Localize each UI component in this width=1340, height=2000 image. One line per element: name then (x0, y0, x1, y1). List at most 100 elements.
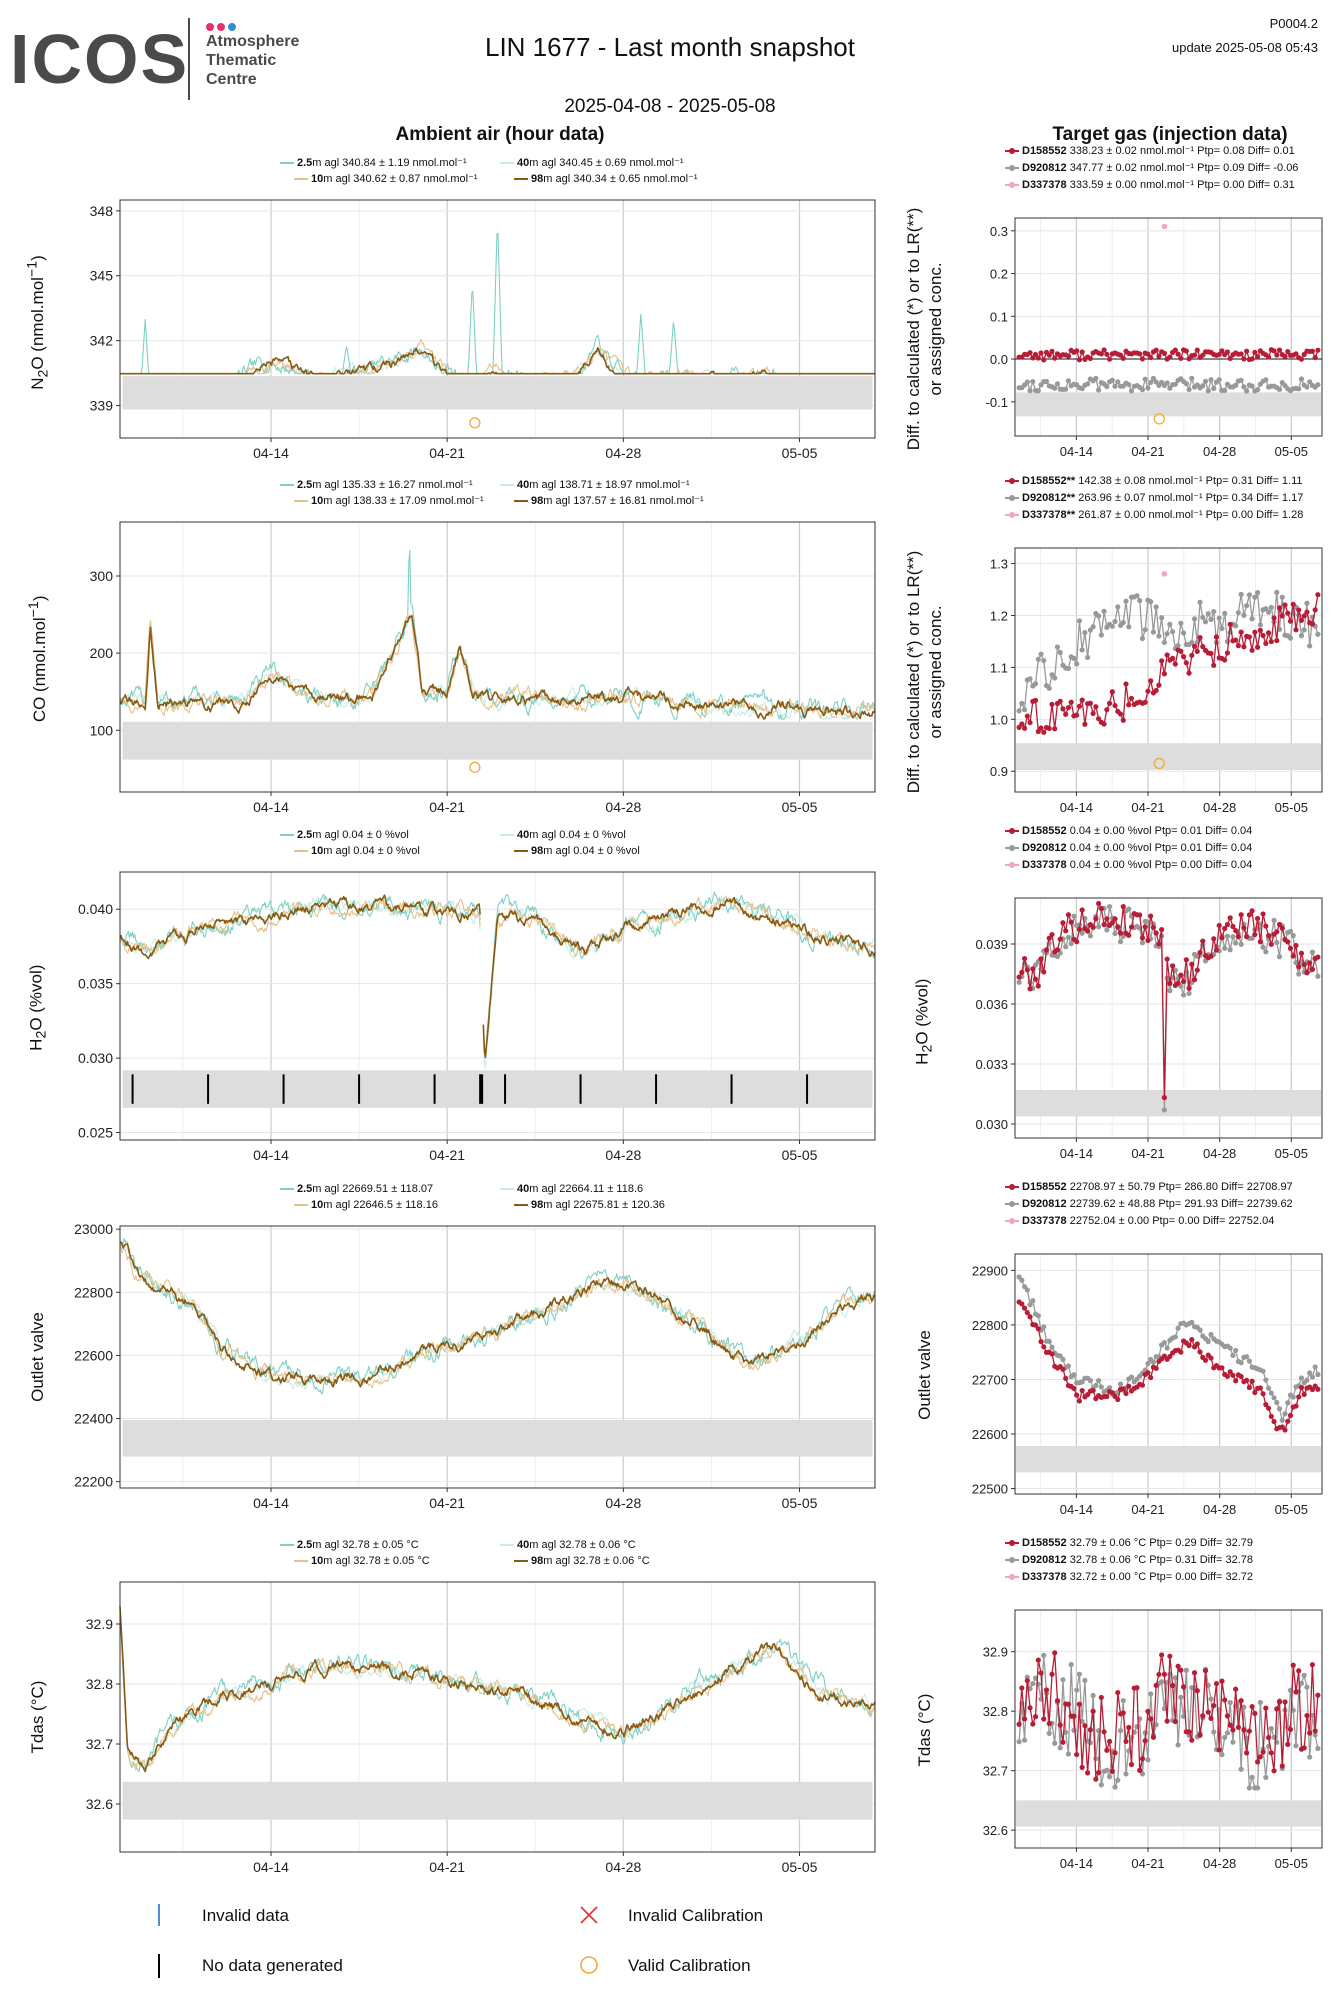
data-point-D158552 (1041, 969, 1047, 975)
target-y-axis-label: H2O (%vol) (911, 872, 938, 1172)
cylinder-id: D920812 (1022, 162, 1067, 174)
data-point-D920812 (1057, 1745, 1063, 1751)
data-point-D158552 (1238, 1373, 1244, 1380)
data-point-D158552 (1233, 928, 1239, 934)
data-point-D920812 (1095, 387, 1102, 393)
data-point-D158552 (1312, 1728, 1318, 1734)
x-tick-label: 04-28 (1203, 1502, 1236, 1517)
data-point-D158552 (1293, 942, 1299, 949)
data-point-D158552 (1178, 1349, 1184, 1355)
data-point-D158552 (1186, 670, 1192, 676)
data-point-D920812 (1112, 618, 1118, 625)
legend-entry-10m: 10m agl 22646.5 ± 118.16 (294, 1198, 438, 1212)
no-data-label: No data generated (202, 1956, 343, 1975)
data-point-D920812 (1238, 1766, 1244, 1772)
data-point-D158552 (1219, 935, 1225, 941)
target-legend-entry: D337378** 261.87 ± 0.00 nmol.mol⁻¹ Ptp= … (1005, 508, 1303, 522)
target-legend-entry: D920812 0.04 ± 0.00 %vol Ptp= 0.01 Diff=… (1005, 841, 1252, 855)
data-point-D158552 (1260, 632, 1266, 639)
data-point-D158552 (1137, 912, 1143, 918)
data-point-D158552 (1219, 1678, 1225, 1684)
data-point-D158552 (1309, 966, 1316, 972)
ambient-y-axis-label: CO (nmol.mol−1) (26, 595, 49, 723)
data-point-D158552 (1074, 712, 1080, 718)
data-point-D158552 (1249, 356, 1255, 362)
legend-stats: m agl 32.78 ± 0.05 °C (312, 1539, 419, 1551)
data-point-D158552 (1027, 1314, 1033, 1320)
legend-stats: m agl 138.33 ± 17.09 nmol.mol⁻¹ (323, 495, 484, 507)
data-point-D158552 (1109, 689, 1115, 695)
legend-swatch (514, 1204, 528, 1207)
cylinder-stats: 0.04 ± 0.00 %vol Ptp= 0.01 Diff= 0.04 (1066, 842, 1253, 854)
data-point-D158552 (1230, 1727, 1236, 1733)
plot-area: 0.025 0.030 0.035 0.040 04-14 04-21 04-28 05-05 (78, 871, 876, 1163)
plot-border (1014, 217, 1323, 437)
data-point-D158552 (1315, 592, 1321, 598)
data-point-D158552 (1287, 1726, 1294, 1733)
data-point-D158552 (1290, 601, 1296, 607)
data-point-D158552 (1298, 1384, 1305, 1391)
data-point-D158552 (1309, 348, 1316, 354)
y-tick-label: 0.1 (990, 309, 1008, 324)
cylinder-stats: 32.78 ± 0.06 °C Ptp= 0.31 Diff= 32.78 (1066, 1554, 1254, 1566)
legend-height: 10 (311, 173, 324, 185)
legend-height: 98 (531, 173, 544, 185)
cylinder-stats: 263.96 ± 0.07 nmol.mol⁻¹ Ptp= 0.34 Diff=… (1075, 492, 1304, 504)
data-point-D158552 (1170, 1682, 1176, 1689)
data-point-D158552 (1120, 1386, 1126, 1392)
data-point-D158552 (1208, 953, 1214, 959)
x-tick-label: 04-21 (429, 1495, 465, 1511)
y-tick-label: 23000 (74, 1221, 113, 1237)
data-point-D158552 (1252, 931, 1258, 938)
plot-border (1014, 547, 1323, 793)
data-point-D158552 (1090, 1388, 1096, 1394)
data-point-D158552 (1227, 1722, 1233, 1728)
cylinder-id: D337378 (1022, 859, 1067, 871)
series-line-2_5m-agl (119, 1606, 876, 1773)
data-point-D158552 (1178, 1667, 1184, 1673)
data-point-D920812 (1117, 1728, 1124, 1734)
data-point-D920812 (1249, 1774, 1255, 1780)
data-point-D158552 (1279, 613, 1285, 619)
data-point-D920812 (1189, 639, 1195, 646)
data-point-D920812 (1268, 604, 1274, 611)
ambient-chart-outlet: 22200 22400 22600 22800 23000 04-14 04-21 04-28… (74, 1221, 876, 1511)
data-point-D158552 (1079, 907, 1085, 913)
data-point-D158552 (1315, 1692, 1321, 1698)
legend-entry-2.5m: 2.5m agl 340.84 ± 1.19 nmol.mol⁻¹ (280, 156, 467, 170)
cylinder-id: D920812** (1022, 492, 1076, 504)
data-point-D158552 (1298, 617, 1305, 623)
y-tick-label: 22800 (972, 1318, 1008, 1333)
data-point-D920812 (1161, 639, 1167, 646)
data-point-D920812 (1172, 1675, 1178, 1681)
legend-entry-2.5m: 2.5m agl 32.78 ± 0.05 °C (280, 1538, 419, 1552)
data-point-D158552 (1186, 985, 1192, 991)
data-point-D920812 (1208, 1331, 1214, 1338)
x-tick-label: 04-21 (1131, 1146, 1164, 1161)
data-point-D158552 (1183, 957, 1189, 963)
data-point-D158552 (1246, 912, 1252, 918)
logo-dot (206, 23, 214, 31)
data-point-D158552 (1046, 352, 1052, 358)
data-point-D920812 (1307, 1370, 1313, 1376)
data-point-D158552 (1276, 1699, 1283, 1705)
legend-entry-10m: 10m agl 32.78 ± 0.05 °C (294, 1554, 430, 1568)
cylinder-stats: 0.04 ± 0.00 %vol Ptp= 0.00 Diff= 0.04 (1066, 859, 1253, 871)
data-point-D158552 (1046, 935, 1052, 941)
data-point-D158552 (1016, 1721, 1022, 1727)
data-point-D158552 (1263, 923, 1269, 929)
series-line-2_5m-agl (119, 549, 876, 720)
data-point-D158552 (1145, 1708, 1151, 1714)
data-point-D158552 (1060, 706, 1066, 712)
data-point-D920812 (1156, 633, 1162, 639)
data-point-D158552 (1035, 1326, 1041, 1332)
y-tick-label: 339 (90, 398, 114, 414)
data-point-D920812 (1298, 1375, 1305, 1381)
legend-swatch (280, 484, 294, 487)
data-point-D920812 (1035, 656, 1041, 662)
legend-swatch (1005, 845, 1019, 852)
data-point-D920812 (1030, 378, 1036, 385)
data-point-D158552 (1104, 1747, 1110, 1753)
data-point-D158552 (1216, 922, 1222, 929)
data-point-D920812 (1222, 610, 1228, 617)
